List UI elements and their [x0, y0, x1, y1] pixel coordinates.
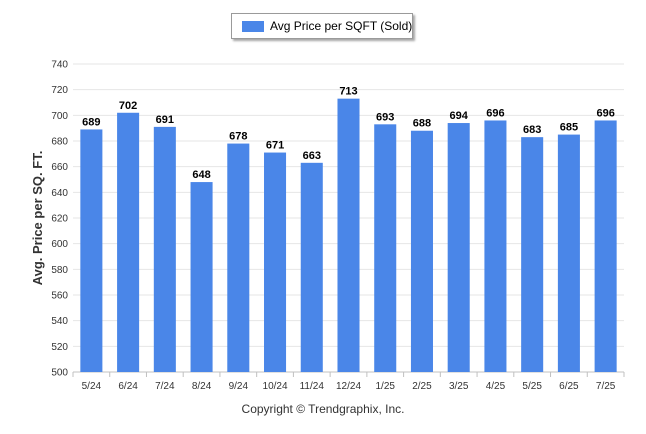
y-tick-label: 700 — [51, 111, 68, 122]
bar-value-label: 694 — [450, 110, 469, 122]
legend-label: Avg Price per SQFT (Sold) — [270, 19, 413, 33]
x-tick-label: 1/25 — [375, 381, 395, 392]
bar — [80, 129, 103, 372]
bar-value-label: 713 — [339, 86, 357, 98]
y-tick-label: 660 — [51, 162, 68, 173]
bar — [190, 182, 213, 372]
bar — [300, 162, 323, 372]
x-tick-label: 6/24 — [118, 381, 138, 392]
y-tick-label: 540 — [51, 316, 68, 327]
bar-value-label: 671 — [266, 140, 284, 152]
x-tick-label: 5/24 — [82, 381, 102, 392]
y-tick-label: 600 — [51, 239, 68, 250]
y-tick-label: 580 — [51, 265, 68, 276]
bar — [153, 126, 176, 372]
bar — [374, 124, 397, 372]
x-tick-label: 7/25 — [596, 381, 616, 392]
bar-value-label: 696 — [486, 107, 504, 119]
y-tick-label: 520 — [51, 342, 68, 353]
x-tick-label: 12/24 — [336, 381, 361, 392]
bar — [594, 120, 617, 372]
bar-value-label: 685 — [560, 122, 578, 134]
y-tick-label: 500 — [51, 368, 68, 379]
bar — [557, 134, 580, 372]
bar — [264, 152, 287, 372]
y-tick-label: 720 — [51, 85, 68, 96]
copyright-text: Copyright © Trendgraphix, Inc. — [241, 402, 405, 416]
bar-value-label: 693 — [376, 111, 394, 123]
bar-value-label: 689 — [82, 116, 100, 128]
bar-value-label: 696 — [596, 107, 614, 119]
x-tick-label: 9/24 — [229, 381, 249, 392]
x-tick-label: 2/25 — [412, 381, 432, 392]
bar-value-label: 702 — [119, 100, 137, 112]
y-tick-label: 740 — [51, 60, 68, 71]
bar — [227, 143, 250, 372]
x-tick-label: 11/24 — [300, 381, 325, 392]
bar-value-label: 678 — [229, 131, 247, 143]
y-tick-label: 560 — [51, 291, 68, 302]
bar — [410, 130, 433, 372]
y-tick-label: 640 — [51, 188, 68, 199]
bar — [447, 123, 470, 373]
x-tick-label: 4/25 — [486, 381, 506, 392]
bar — [484, 120, 507, 372]
y-axis-label: Avg. Price per SQ. FT. — [30, 151, 45, 286]
y-tick-label: 680 — [51, 137, 68, 148]
y-tick-label: 620 — [51, 214, 68, 225]
bar-value-label: 683 — [523, 124, 541, 136]
legend-swatch — [242, 21, 264, 32]
x-tick-label: 3/25 — [449, 381, 469, 392]
bar — [521, 137, 544, 372]
x-tick-label: 10/24 — [263, 381, 288, 392]
x-tick-label: 7/24 — [155, 381, 175, 392]
bar — [337, 98, 360, 373]
bar-value-label: 648 — [192, 169, 210, 181]
bar-value-label: 663 — [303, 150, 321, 162]
legend: Avg Price per SQFT (Sold) — [231, 13, 413, 39]
bar-value-label: 688 — [413, 118, 431, 130]
x-tick-label: 6/25 — [559, 381, 579, 392]
bar-value-label: 691 — [156, 114, 174, 126]
x-tick-label: 8/24 — [192, 381, 212, 392]
x-tick-label: 5/25 — [522, 381, 542, 392]
bar — [117, 112, 140, 373]
